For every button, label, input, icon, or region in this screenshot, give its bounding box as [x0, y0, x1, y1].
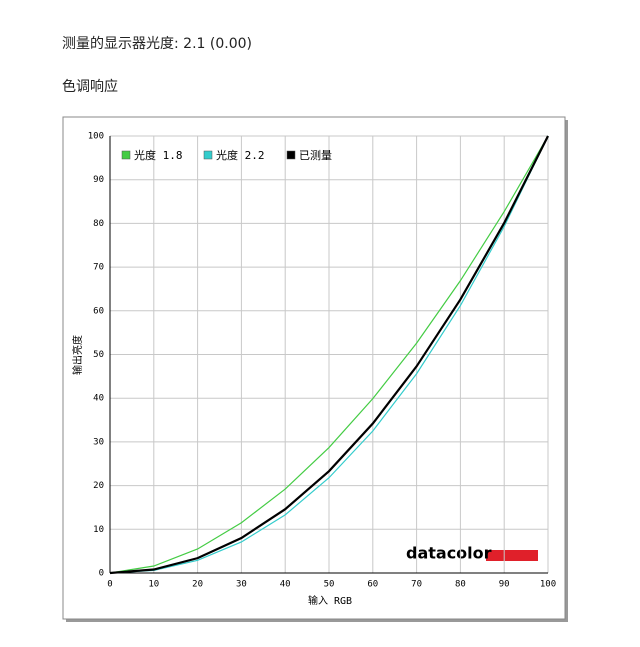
- x-tick-label: 30: [236, 580, 247, 590]
- series-line: [109, 135, 549, 574]
- legend-swatch: [203, 150, 213, 160]
- y-tick-label: 50: [93, 350, 104, 360]
- x-tick-label: 20: [192, 580, 203, 590]
- legend-label: 光度 1.8: [134, 148, 183, 162]
- legend-label: 已测量: [299, 149, 332, 162]
- y-tick-label: 100: [88, 132, 104, 142]
- y-tick-label: 10: [93, 525, 104, 535]
- y-tick-label: 30: [93, 437, 104, 447]
- logo: datacolor: [406, 544, 492, 563]
- legend-swatch: [121, 150, 131, 160]
- chart-box: [62, 116, 566, 620]
- legend-swatch: [286, 150, 296, 160]
- x-tick-label: 50: [324, 580, 335, 590]
- y-tick-label: 80: [93, 219, 104, 229]
- heading: 测量的显示器光度: 2.1 (0.00): [62, 36, 252, 52]
- y-tick-label: 70: [93, 263, 104, 273]
- x-tick-label: 100: [540, 580, 556, 590]
- x-tick-label: 40: [280, 580, 291, 590]
- y-tick-label: 60: [93, 306, 104, 316]
- logo-bar: [486, 550, 538, 561]
- y-tick-label: 0: [99, 569, 104, 579]
- x-tick-label: 70: [411, 580, 422, 590]
- y-tick-label: 40: [93, 394, 104, 404]
- x-tick-label: 60: [367, 580, 378, 590]
- section-title: 色调响应: [62, 79, 118, 95]
- series-line: [109, 135, 549, 574]
- y-tick-label: 90: [93, 175, 104, 185]
- y-axis-title: 输出亮度: [71, 335, 84, 375]
- x-tick-label: 90: [499, 580, 510, 590]
- y-tick-label: 20: [93, 481, 104, 491]
- series-line: [109, 135, 549, 575]
- x-axis-title: 输入 RGB: [308, 594, 352, 607]
- x-tick-label: 10: [148, 580, 159, 590]
- x-tick-label: 0: [107, 580, 112, 590]
- legend-label: 光度 2.2: [216, 148, 265, 162]
- x-tick-label: 80: [455, 580, 466, 590]
